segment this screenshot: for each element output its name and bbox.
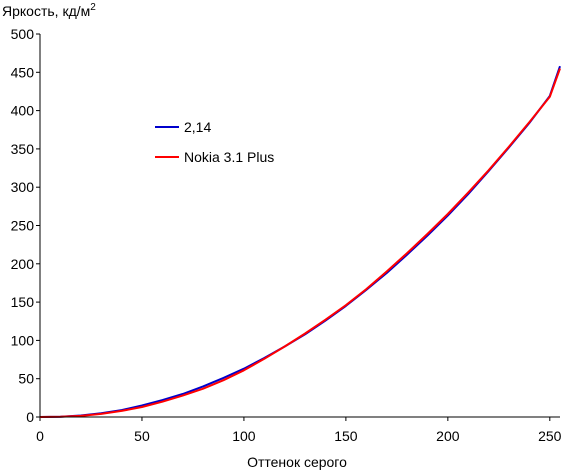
y-tick-label: 200 (11, 256, 35, 272)
y-tick-label: 500 (11, 26, 35, 42)
y-tick-label: 450 (11, 64, 35, 80)
y-tick-label: 150 (11, 294, 35, 310)
y-tick-label: 350 (11, 141, 35, 157)
x-tick-label: 250 (538, 428, 562, 444)
y-tick-label: 250 (11, 218, 35, 234)
series-line-2 (39, 68, 561, 418)
legend: 2,14 Nokia 3.1 Plus (155, 119, 274, 165)
series-line-1 (39, 65, 561, 418)
y-axis-title: Яркость, кд/м2 (2, 2, 96, 19)
y-axis-title-text: Яркость, кд/м (2, 3, 90, 19)
series-lines (39, 65, 561, 418)
y-tick-label: 100 (11, 332, 35, 348)
x-tick-label: 0 (36, 428, 44, 444)
axes (39, 34, 560, 418)
x-axis-title: Оттенок серого (247, 454, 347, 470)
y-axis-ticks: 0 50 100 150 200 250 300 350 400 450 500 (11, 26, 40, 425)
x-tick-label: 50 (134, 428, 150, 444)
y-tick-label: 300 (11, 179, 35, 195)
y-tick-label: 400 (11, 103, 35, 119)
legend-label-2: Nokia 3.1 Plus (184, 149, 274, 165)
x-tick-label: 150 (334, 428, 358, 444)
x-tick-label: 200 (436, 428, 460, 444)
y-axis-title-superscript: 2 (90, 2, 96, 13)
legend-label-1: 2,14 (184, 119, 211, 135)
x-axis-ticks: 0 50 100 150 200 250 (36, 417, 562, 444)
y-tick-label: 0 (26, 409, 34, 425)
x-tick-label: 100 (232, 428, 256, 444)
y-tick-label: 50 (18, 371, 34, 387)
